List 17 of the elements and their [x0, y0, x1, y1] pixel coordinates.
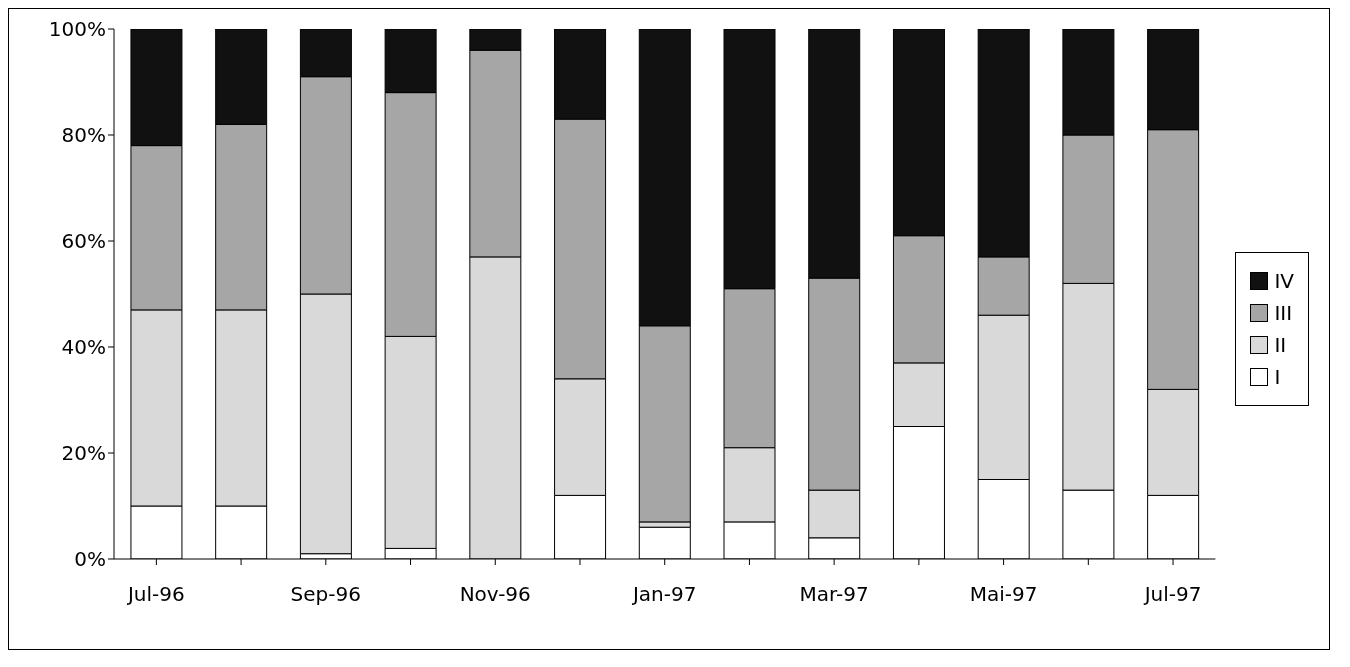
x-tick-label: Nov-96	[459, 582, 531, 607]
x-tick-label: Sep-96	[290, 582, 361, 607]
x-tick-label: Jul-97	[1142, 582, 1202, 607]
y-tick-label: 60%	[61, 229, 106, 254]
y-tick-label: 20%	[61, 441, 106, 466]
x-tick-label: Jul-96	[125, 582, 185, 607]
x-tick-label: Mai-97	[969, 582, 1038, 607]
y-tick-label: 0%	[74, 547, 106, 572]
legend-label: II	[1274, 333, 1287, 357]
x-tick-label: Mar-97	[799, 582, 869, 607]
legend-label: IV	[1274, 269, 1294, 293]
legend-label: III	[1274, 301, 1293, 325]
y-tick-label: 40%	[61, 335, 106, 360]
y-tick-label: 80%	[61, 123, 106, 148]
y-tick-label: 100%	[48, 17, 106, 42]
x-tick-label: Jan-97	[630, 582, 697, 607]
legend-label: I	[1274, 365, 1281, 389]
